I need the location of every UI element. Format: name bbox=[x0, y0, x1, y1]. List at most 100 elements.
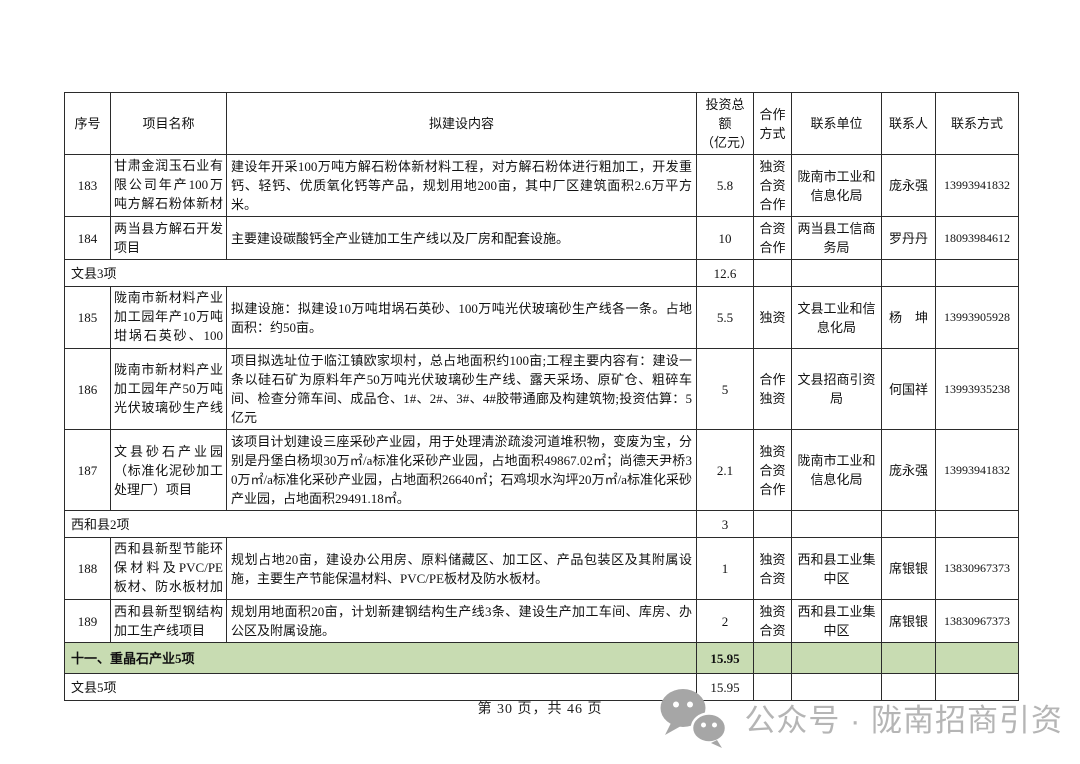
empty-cell bbox=[935, 642, 1019, 674]
page-number: 第 30 页，共 46 页 bbox=[477, 702, 603, 717]
column-header: 项目名称 bbox=[110, 92, 227, 155]
project-no: 183 bbox=[64, 154, 111, 217]
investment-amount: 5.5 bbox=[696, 286, 754, 349]
project-row: 188西和县新型节能环保材料及PVC/PE板材、防水板材加工生产项目规划占地20… bbox=[64, 537, 1019, 600]
contact-person: 杨 坤 bbox=[881, 286, 936, 349]
contact-unit: 西和县工业集中区 bbox=[791, 599, 882, 643]
project-name-text: 文县砂石产业园（标准化泥砂加工处理厂）项目 bbox=[114, 443, 223, 497]
county-subtotal-row: 西和县2项 3 bbox=[64, 510, 1019, 538]
column-header: 合作 方式 bbox=[753, 92, 792, 155]
column-header: 联系方式 bbox=[935, 92, 1019, 155]
empty-cell bbox=[881, 510, 936, 538]
cooperation-mode: 独资合资 bbox=[753, 599, 792, 643]
contact-person: 罗丹丹 bbox=[881, 216, 936, 260]
contact-person: 席银银 bbox=[881, 537, 936, 600]
empty-cell bbox=[753, 259, 792, 287]
project-name-text: 两当县方解石开发项目 bbox=[114, 221, 223, 255]
contact-phone: 13993941832 bbox=[935, 154, 1019, 217]
cooperation-mode: 独资合资 bbox=[753, 537, 792, 600]
empty-cell bbox=[753, 642, 792, 674]
project-no: 188 bbox=[64, 537, 111, 600]
projects-table-container: 序号 项目名称 拟建设内容 投资总额 （亿元） 合作 方式 联系单位 联系人 联系方式 183… bbox=[64, 92, 1019, 701]
contact-phone: 18093984612 bbox=[935, 216, 1019, 260]
project-no: 184 bbox=[64, 216, 111, 260]
contact-unit: 西和县工业集中区 bbox=[791, 537, 882, 600]
contact-phone: 13830967373 bbox=[935, 537, 1019, 600]
investment-amount: 15.95 bbox=[696, 642, 754, 674]
project-row: 185陇南市新材料产业加工园年产10万吨坩埚石英砂、100万吨光伏玻璃砂项目拟建… bbox=[64, 286, 1019, 349]
empty-cell bbox=[753, 510, 792, 538]
project-no: 187 bbox=[64, 429, 111, 511]
contact-unit: 文县招商引资局 bbox=[791, 348, 882, 430]
table-body: 183甘肃金润玉石业有限公司年产100万吨方解石粉体新材料一期开发项目建设年开采… bbox=[64, 154, 1019, 701]
column-header: 投资总额 （亿元） bbox=[696, 92, 754, 155]
empty-cell bbox=[881, 642, 936, 674]
contact-person: 何国祥 bbox=[881, 348, 936, 430]
cooperation-mode: 独资 bbox=[753, 286, 792, 349]
investment-amount: 15.95 bbox=[696, 673, 754, 701]
project-name-text: 西和县新型节能环保材料及PVC/PE板材、防水板材加工生产项目 bbox=[114, 541, 223, 594]
investment-amount: 5.8 bbox=[696, 154, 754, 217]
contact-unit: 陇南市工业和信息化局 bbox=[791, 429, 882, 511]
column-header: 拟建设内容 bbox=[226, 92, 697, 155]
investment-amount: 10 bbox=[696, 216, 754, 260]
investment-amount: 2 bbox=[696, 599, 754, 643]
section-total-row: 十一、重晶石产业5项 15.95 bbox=[64, 642, 1019, 674]
empty-cell bbox=[935, 673, 1019, 701]
project-row: 184 两当县方解石开发项目 主要建设碳酸钙全产业链加工生产线以及厂房和配套设施。 1… bbox=[64, 216, 1019, 260]
column-header: 序号 bbox=[64, 92, 111, 155]
cooperation-mode: 独资合资合作 bbox=[753, 429, 792, 511]
contact-person: 庞永强 bbox=[881, 429, 936, 511]
contact-phone: 13993905928 bbox=[935, 286, 1019, 349]
project-name-text: 陇南市新材料产业加工园年产10万吨坩埚石英砂、100万吨光伏玻璃砂项目 bbox=[114, 290, 223, 343]
column-header: 联系人 bbox=[881, 92, 936, 155]
project-row: 189 西和县新型钢结构加工生产线项目 规划用地面积20亩，计划新建钢结构生产线3条… bbox=[64, 599, 1019, 643]
project-row: 183甘肃金润玉石业有限公司年产100万吨方解石粉体新材料一期开发项目建设年开采… bbox=[64, 154, 1019, 217]
header-row: 序号 项目名称 拟建设内容 投资总额 （亿元） 合作 方式 联系单位 联系人 联系方式 bbox=[64, 92, 1019, 155]
project-name: 甘肃金润玉石业有限公司年产100万吨方解石粉体新材料一期开发项目 bbox=[110, 154, 227, 217]
project-content: 拟建设施：拟建设10万吨坩埚石英砂、100万吨光伏玻璃砂生产线各一条。占地面积：… bbox=[226, 286, 697, 349]
contact-unit: 陇南市工业和信息化局 bbox=[791, 154, 882, 217]
contact-unit: 两当县工信商务局 bbox=[791, 216, 882, 260]
investment-amount: 12.6 bbox=[696, 259, 754, 287]
investment-amount: 3 bbox=[696, 510, 754, 538]
empty-cell bbox=[935, 510, 1019, 538]
empty-cell bbox=[935, 259, 1019, 287]
investment-projects-table: 序号 项目名称 拟建设内容 投资总额 （亿元） 合作 方式 联系单位 联系人 联系方式 183… bbox=[64, 92, 1019, 701]
contact-person: 席银银 bbox=[881, 599, 936, 643]
project-content: 该项目计划建设三座采砂产业园，用于处理清淤疏浚河道堆积物，变废为宝，分别是丹堡白… bbox=[226, 429, 697, 511]
project-name-text: 西和县新型钢结构加工生产线项目 bbox=[114, 604, 223, 638]
empty-cell bbox=[881, 673, 936, 701]
project-name: 两当县方解石开发项目 bbox=[110, 216, 227, 260]
project-content: 项目拟选址位于临江镇欧家坝村，总占地面积约100亩;工程主要内容有：建设一条以硅… bbox=[226, 348, 697, 430]
contact-phone: 13830967373 bbox=[935, 599, 1019, 643]
empty-cell bbox=[791, 642, 882, 674]
contact-person: 庞永强 bbox=[881, 154, 936, 217]
empty-cell bbox=[791, 510, 882, 538]
column-header: 联系单位 bbox=[791, 92, 882, 155]
project-name-text: 甘肃金润玉石业有限公司年产100万吨方解石粉体新材料一期开发项目 bbox=[114, 158, 223, 211]
group-label: 西和县2项 bbox=[64, 510, 697, 538]
empty-cell bbox=[791, 673, 882, 701]
watermark-label: 公众号 · 陇南招商引资 bbox=[744, 702, 1063, 738]
county-subtotal-row: 文县5项 15.95 bbox=[64, 673, 1019, 701]
wechat-watermark: 公众号 · 陇南招商引资 bbox=[656, 686, 1063, 748]
empty-cell bbox=[881, 259, 936, 287]
cooperation-mode: 合资合作 bbox=[753, 216, 792, 260]
group-label: 十一、重晶石产业5项 bbox=[64, 642, 697, 674]
project-name: 文县砂石产业园（标准化泥砂加工处理厂）项目 bbox=[110, 429, 227, 511]
contact-phone: 13993935238 bbox=[935, 348, 1019, 430]
table-header: 序号 项目名称 拟建设内容 投资总额 （亿元） 合作 方式 联系单位 联系人 联系方式 bbox=[64, 92, 1019, 155]
group-label: 文县5项 bbox=[64, 673, 697, 701]
project-no: 185 bbox=[64, 286, 111, 349]
wechat-icon bbox=[660, 689, 728, 748]
county-subtotal-row: 文县3项 12.6 bbox=[64, 259, 1019, 287]
project-content: 主要建设碳酸钙全产业链加工生产线以及厂房和配套设施。 bbox=[226, 216, 697, 260]
empty-cell bbox=[791, 259, 882, 287]
project-no: 189 bbox=[64, 599, 111, 643]
investment-amount: 2.1 bbox=[696, 429, 754, 511]
project-content: 规划占地20亩，建设办公用房、原料储藏区、加工区、产品包装区及其附属设施，主要生… bbox=[226, 537, 697, 600]
project-name: 西和县新型节能环保材料及PVC/PE板材、防水板材加工生产项目 bbox=[110, 537, 227, 600]
